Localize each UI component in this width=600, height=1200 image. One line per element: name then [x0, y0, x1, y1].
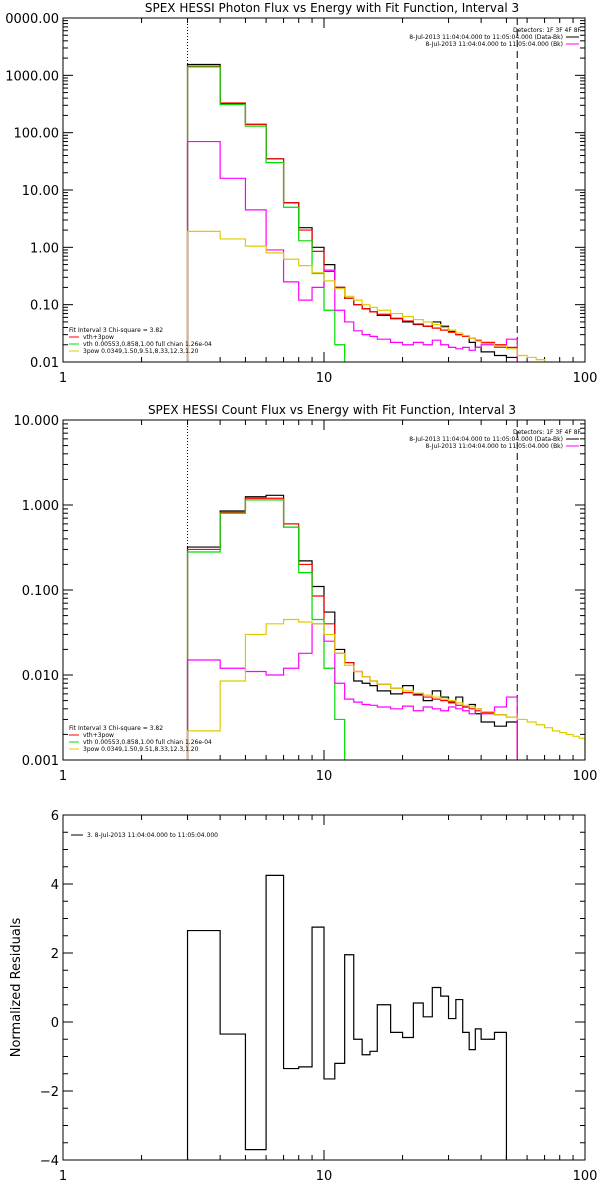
x-tick-label: 10	[316, 371, 333, 386]
series-background	[186, 623, 518, 760]
legend: 3. 8-Jul-2013 11:04:04.000 to 11:05:04.0…	[71, 832, 218, 839]
plot-frame	[62, 814, 586, 1161]
x-tick-label: 100	[573, 769, 598, 784]
series-group	[186, 63, 553, 362]
legend-entry-label: 8-Jul-2013 11:04:04.000 to 11:05:04.000 …	[425, 41, 563, 48]
plot-frame	[62, 419, 586, 761]
series-data-bk	[186, 63, 518, 362]
legend-entry-label: 3. 8-Jul-2013 11:04:04.000 to 11:05:04.0…	[87, 832, 218, 839]
legend-entry-label: 3pow 0.0349,1.50,9.51,8.33,12.3,1.20	[83, 348, 199, 355]
series-3pow	[186, 618, 585, 760]
y-tick-label: 0.10	[30, 299, 59, 314]
y-tick-label: −2	[40, 1085, 59, 1100]
series-vth	[186, 66, 346, 362]
y-tick-label: 100.00	[14, 127, 60, 142]
series-3pow	[186, 230, 553, 362]
legend-top: Detectors: 1F 3F 4F 8F8-Jul-2013 11:04:0…	[409, 27, 581, 48]
y-tick-label: 1000.00	[5, 69, 59, 84]
y-tick-label: 1.00	[30, 241, 59, 256]
legend-entry-label: 8-Jul-2013 11:04:04.000 to 11:05:04.000 …	[425, 443, 563, 450]
x-tick-label: 1	[59, 769, 67, 784]
legend-entry-label: 8-Jul-2013 11:04:04.000 to 11:05:04.000 …	[409, 436, 563, 443]
chart-title: SPEX HESSI Count Flux vs Energy with Fit…	[148, 403, 516, 417]
legend-header: Fit Interval 3 Chi-square = 3.82	[69, 725, 163, 732]
x-tick-label: 1	[59, 1169, 67, 1184]
legend-header: Detectors: 1F 3F 4F 8F	[513, 27, 582, 34]
y-tick-label: 0.01	[30, 356, 59, 371]
x-tick-label: 10	[316, 769, 333, 784]
y-tick-label: 6	[51, 809, 59, 824]
y-tick-label: 0.100	[22, 584, 59, 599]
legend-bottom: Fit Interval 3 Chi-square = 3.82vth+3pow…	[69, 725, 212, 753]
series-data-bk	[186, 494, 518, 760]
series-residuals	[186, 874, 508, 1160]
y-tick-label: 2	[51, 947, 59, 962]
series-background	[186, 140, 518, 362]
y-tick-label: 0.010	[22, 669, 59, 684]
x-tick-label: 100	[573, 1169, 598, 1184]
chart-1: SPEX HESSI Photon Flux vs Energy with Fi…	[5, 1, 597, 386]
plot-frame	[62, 17, 586, 363]
series-vth+3pow	[186, 497, 518, 760]
y-tick-label: 0	[51, 1016, 59, 1031]
y-tick-label: 1.000	[22, 499, 59, 514]
legend-entry-label: 3pow 0.0349,1.50,9.51,8.33,12.3,1.20	[83, 746, 199, 753]
series-vth+3pow	[186, 65, 518, 362]
legend-entry-label: vth 0.00553,0.858,1.00 full chian 1.26e-…	[83, 341, 212, 348]
legend-entry-label: vth+3pow	[83, 732, 114, 739]
x-tick-label: 100	[573, 371, 598, 386]
y-tick-label: 10.00	[22, 184, 59, 199]
legend-bottom: Fit Interval 3 Chi-square = 3.82vth+3pow…	[69, 327, 212, 355]
series-group	[186, 874, 508, 1160]
x-tick-label: 10	[316, 1169, 333, 1184]
y-tick-label: 4	[51, 878, 59, 893]
legend-top: Detectors: 1F 3F 4F 8F8-Jul-2013 11:04:0…	[409, 429, 581, 450]
chart-3: Normalized Residuals 1 10 100 −4 −2 0 2 4 6 3. 8-J…	[9, 809, 597, 1184]
legend-entry-label: vth 0.00553,0.858,1.00 full chian 1.26e-…	[83, 739, 212, 746]
legend-header: Fit Interval 3 Chi-square = 3.82	[69, 327, 163, 334]
legend-entry-label: 8-Jul-2013 11:04:04.000 to 11:05:04.000 …	[409, 34, 563, 41]
y-tick-label: 0000.00	[5, 12, 59, 27]
y-tick-label: 0.001	[22, 754, 59, 769]
x-tick-label: 1	[59, 371, 67, 386]
legend-entry-label: vth+3pow	[83, 334, 114, 341]
chart-title: SPEX HESSI Photon Flux vs Energy with Fi…	[145, 1, 519, 15]
series-group	[186, 494, 585, 760]
chart-2: SPEX HESSI Count Flux vs Energy with Fit…	[14, 403, 598, 784]
y-axis-label: Normalized Residuals	[9, 918, 24, 1058]
legend-header: Detectors: 1F 3F 4F 8F	[513, 429, 582, 436]
y-tick-label: −4	[40, 1154, 59, 1169]
y-tick-label: 10.000	[14, 414, 60, 429]
